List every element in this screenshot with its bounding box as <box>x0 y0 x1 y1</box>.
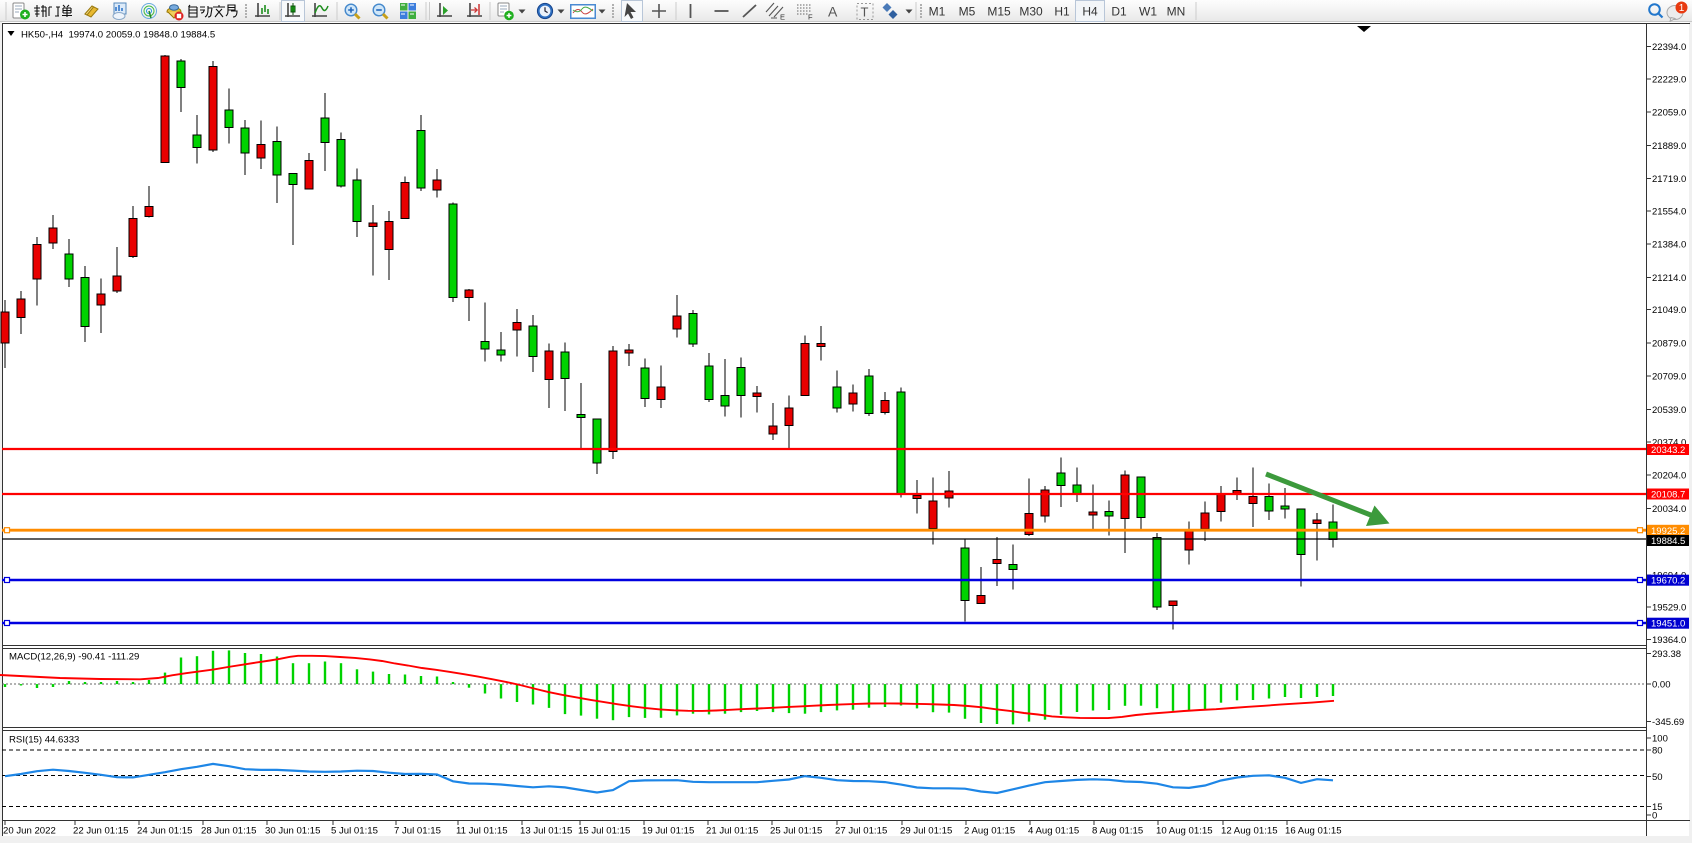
svg-text:15: 15 <box>1652 802 1663 813</box>
svg-text:22 Jun 01:15: 22 Jun 01:15 <box>73 826 128 837</box>
svg-text:5 Jul 01:15: 5 Jul 01:15 <box>331 826 378 837</box>
svg-text:21214.0: 21214.0 <box>1652 273 1686 284</box>
svg-text:MN: MN <box>1167 5 1186 19</box>
svg-text:19364.0: 19364.0 <box>1652 635 1686 646</box>
svg-text:19884.5: 19884.5 <box>1651 536 1685 547</box>
svg-text:F: F <box>808 13 813 22</box>
svg-text:16 Aug 01:15: 16 Aug 01:15 <box>1285 826 1342 837</box>
svg-text:W1: W1 <box>1139 5 1157 19</box>
svg-text:25 Jul 01:15: 25 Jul 01:15 <box>770 826 822 837</box>
svg-text:20709.0: 20709.0 <box>1652 372 1686 383</box>
svg-text:21889.0: 21889.0 <box>1652 141 1686 152</box>
svg-text:20108.7: 20108.7 <box>1651 490 1685 501</box>
svg-text:1: 1 <box>1679 3 1685 14</box>
svg-text:0: 0 <box>1652 811 1657 822</box>
svg-text:19925.2: 19925.2 <box>1651 526 1685 537</box>
svg-text:100: 100 <box>1652 734 1668 745</box>
svg-text:24 Jun 01:15: 24 Jun 01:15 <box>137 826 192 837</box>
svg-text:M5: M5 <box>959 5 976 19</box>
svg-text:HK50-,H4 19974.0 20059.0 1984: HK50-,H4 19974.0 20059.0 19848.0 19884.5 <box>21 30 215 41</box>
svg-text:M15: M15 <box>987 5 1011 19</box>
svg-text:8 Aug 01:15: 8 Aug 01:15 <box>1092 826 1143 837</box>
svg-text:19529.0: 19529.0 <box>1652 603 1686 614</box>
svg-text:E: E <box>780 13 785 22</box>
svg-text:10 Aug 01:15: 10 Aug 01:15 <box>1156 826 1213 837</box>
svg-text:50: 50 <box>1652 772 1663 783</box>
svg-text:11 Jul 01:15: 11 Jul 01:15 <box>456 826 508 837</box>
svg-text:30 Jun 01:15: 30 Jun 01:15 <box>265 826 320 837</box>
svg-text:20 Jun 2022: 20 Jun 2022 <box>3 826 56 837</box>
svg-text:-345.69: -345.69 <box>1652 717 1684 728</box>
svg-text:RSI(15) 44.6333: RSI(15) 44.6333 <box>9 735 79 746</box>
svg-text:13 Jul 01:15: 13 Jul 01:15 <box>520 826 572 837</box>
svg-text:29 Jul 01:15: 29 Jul 01:15 <box>900 826 952 837</box>
svg-text:T: T <box>861 5 869 20</box>
svg-text:MACD(12,26,9) -90.41 -111.29: MACD(12,26,9) -90.41 -111.29 <box>9 652 139 663</box>
svg-text:21 Jul 01:15: 21 Jul 01:15 <box>706 826 758 837</box>
svg-text:21554.0: 21554.0 <box>1652 206 1686 217</box>
svg-text:19670.2: 19670.2 <box>1651 576 1685 587</box>
svg-text:28 Jun 01:15: 28 Jun 01:15 <box>201 826 256 837</box>
svg-text:293.38: 293.38 <box>1652 649 1681 660</box>
svg-text:2 Aug 01:15: 2 Aug 01:15 <box>964 826 1015 837</box>
svg-text:0.00: 0.00 <box>1652 680 1671 691</box>
svg-text:21049.0: 21049.0 <box>1652 305 1686 316</box>
svg-text:20343.2: 20343.2 <box>1651 445 1685 456</box>
svg-text:20539.0: 20539.0 <box>1652 405 1686 416</box>
svg-text:22059.0: 22059.0 <box>1652 108 1686 119</box>
svg-text:21384.0: 21384.0 <box>1652 240 1686 251</box>
svg-text:20034.0: 20034.0 <box>1652 504 1686 515</box>
svg-text:4 Aug 01:15: 4 Aug 01:15 <box>1028 826 1079 837</box>
svg-text:M30: M30 <box>1019 5 1043 19</box>
svg-text:20204.0: 20204.0 <box>1652 471 1686 482</box>
svg-text:7 Jul 01:15: 7 Jul 01:15 <box>394 826 441 837</box>
svg-text:12 Aug 01:15: 12 Aug 01:15 <box>1221 826 1278 837</box>
svg-text:21719.0: 21719.0 <box>1652 174 1686 185</box>
svg-text:M1: M1 <box>929 5 946 19</box>
svg-text:20879.0: 20879.0 <box>1652 338 1686 349</box>
svg-text:22229.0: 22229.0 <box>1652 74 1686 85</box>
svg-text:20374.0: 20374.0 <box>1652 437 1686 448</box>
svg-text:19451.0: 19451.0 <box>1651 619 1685 630</box>
svg-text:H1: H1 <box>1054 5 1070 19</box>
svg-text:15 Jul 01:15: 15 Jul 01:15 <box>578 826 630 837</box>
svg-text:27 Jul 01:15: 27 Jul 01:15 <box>835 826 887 837</box>
svg-text:H4: H4 <box>1082 5 1098 19</box>
svg-text:D1: D1 <box>1111 5 1127 19</box>
svg-text:22394.0: 22394.0 <box>1652 42 1686 53</box>
svg-text:A: A <box>828 4 838 20</box>
svg-text:80: 80 <box>1652 746 1663 757</box>
svg-text:19 Jul 01:15: 19 Jul 01:15 <box>642 826 694 837</box>
